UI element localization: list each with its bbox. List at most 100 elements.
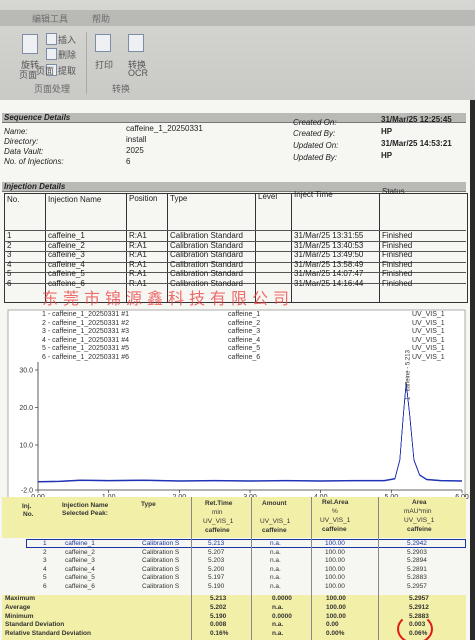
res-cell-name: caffeine_1 [65,540,95,547]
inj-header-position: Position [129,194,158,203]
injection-details-bar [2,182,466,192]
seq-updated-by-value: HP [381,151,393,160]
legend-injection-name: caffeine_3 [228,328,261,336]
res-header-ret-peak: caffeine [205,527,230,534]
ocr-button[interactable]: OCR [128,68,148,78]
seq-created-by-label: Created By: [293,129,336,138]
legend-trace-name: 1 - caffeine_1_20250331 #1 [42,311,130,318]
injection-table [4,193,468,303]
res-cell-ret: 5.203 [208,557,225,565]
res-header-area-channel: UV_VIS_1 [404,517,435,524]
menu-bar [0,10,475,26]
res-summary-ret: 0.008 [210,621,227,629]
legend-trace-name: 2 - caffeine_1_20250331 #2 [42,319,130,327]
insert-icon[interactable] [46,33,57,45]
res-cell-area: 5.2894 [407,557,427,565]
peak-label: 1 - caffeine - 5.213 [405,349,411,400]
res-cell-name: caffeine_6 [65,583,95,590]
legend-trace-name: 6 - caffeine_1_20250331 #6 [42,354,130,361]
legend-channel: UV_VIS_1 [412,311,445,318]
page-button[interactable]: 页面 [36,66,55,76]
seq-created-on-label: Created On: [293,118,337,127]
res-cell-no: 5 [43,574,47,582]
print-icon[interactable] [95,34,111,52]
rotate-page-label-1[interactable]: 旋转 [21,60,40,70]
inj-cell-position: R:A1 [129,250,147,260]
inj-row-divider [4,251,466,252]
res-header-no: No. [23,511,34,518]
res-header-ret-time: Ret.Time [205,500,233,507]
rotate-page-icon[interactable] [22,34,38,54]
inj-col-divider [45,193,46,302]
res-cell-ret: 5.197 [208,574,225,582]
inj-cell-time: 31/Mar/25 14:07:47 [294,269,364,279]
inj-header-level: Level [258,192,278,201]
res-header-amount-channel: UV_VIS_1 [260,518,291,525]
inj-cell-no: 5 [7,269,12,279]
res-summary-label: Maximum [5,595,35,602]
convert-icon[interactable] [128,34,144,52]
inj-col-divider [379,193,380,302]
seq-vault-label: Data Vault: [4,147,44,156]
res-cell-type: Calibration S [142,557,180,565]
delete-icon[interactable] [46,48,57,60]
chromatogram-series-line [37,382,463,482]
res-col-divider [311,497,312,640]
res-cell-name: caffeine_3 [65,557,95,565]
inj-col-divider [126,193,127,302]
res-cell-no: 4 [43,565,47,573]
res-cell-type: Calibration S [142,574,180,582]
menu-tab-edit[interactable]: 编辑工具 [32,14,69,24]
seq-updated-on-label: Updated On: [293,141,339,150]
seq-updated-on-value: 31/Mar/25 14:53:21 [381,139,452,148]
menu-tab-help[interactable]: 帮助 [92,14,111,24]
res-cell-amount: n.a. [270,565,281,573]
seq-updated-by-label: Updated By: [293,153,338,162]
res-cell-area: 5.2903 [407,548,427,556]
rotate-page-label-2[interactable]: 页面 [19,70,38,80]
res-cell-type: Calibration S [142,540,180,547]
legend-injection-name: caffeine_4 [228,336,261,344]
res-cell-amount: n.a. [270,583,281,590]
inj-cell-no: 2 [7,240,12,250]
legend-channel: UV_VIS_1 [412,328,445,336]
seq-vault-value: 2025 [126,146,144,155]
legend-channel: UV_VIS_1 [412,336,445,344]
inj-cell-type: Calibration Standard [170,269,243,279]
res-header-amount: Amount [262,500,287,507]
legend-channel: UV_VIS_1 [412,319,445,327]
inj-row-divider [4,240,466,242]
delete-button[interactable]: 删除 [58,50,77,60]
res-summary-ret: 0.16% [210,630,229,638]
res-cell-area: 5.2942 [407,540,427,547]
inj-cell-name: caffeine_2 [48,240,85,250]
group-label-page: 页面处理 [34,84,71,94]
watermark-text: 东莞市锦源鑫科技有限公司 [42,289,295,308]
res-cell-ret: 5.213 [208,540,225,547]
res-col-divider [378,497,379,640]
res-col-divider [191,497,192,640]
legend-trace-name: 3 - caffeine_1_20250331 #3 [42,328,130,336]
convert-button[interactable]: 转换 [128,60,147,70]
inj-cell-status: Finished [382,240,413,250]
inj-cell-position: R:A1 [129,259,147,269]
results-selected-row[interactable] [26,539,466,548]
res-summary-area: 5.2912 [409,603,429,611]
res-cell-area: 5.2891 [407,565,427,573]
inj-cell-status: Finished [382,259,413,269]
inj-cell-no: 6 [7,279,12,288]
extract-button[interactable]: 提取 [58,66,77,76]
inj-cell-type: Calibration Standard [170,231,243,240]
res-header-area-peak: caffeine [407,526,432,533]
page-icon[interactable] [46,64,57,76]
print-button[interactable]: 打印 [95,60,114,70]
insert-button[interactable]: 插入 [58,35,77,45]
legend-channel: UV_VIS_1 [412,345,445,353]
res-header-ret-channel: UV_VIS_1 [203,518,234,525]
res-cell-relarea: 100.00 [325,583,345,590]
seq-created-on-value: 31/Mar/25 12:25:45 [381,115,452,124]
inj-col-divider [291,193,292,302]
inj-cell-no: 4 [7,259,12,269]
legend-trace-name: 4 - caffeine_1_20250331 #4 [42,336,130,344]
inj-row-divider [4,272,466,273]
